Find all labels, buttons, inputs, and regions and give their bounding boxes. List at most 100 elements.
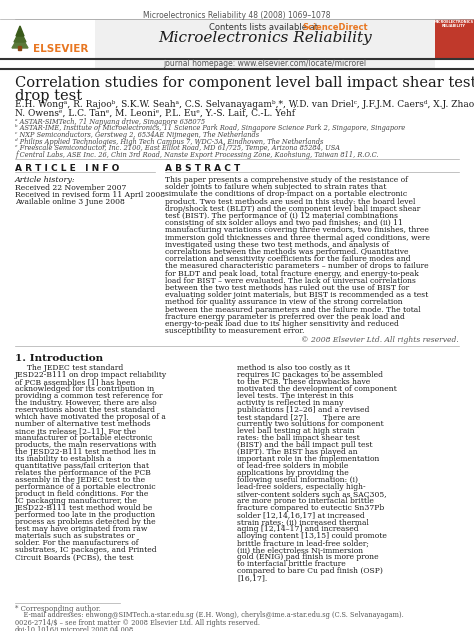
Text: since its release [2–11]. For the: since its release [2–11]. For the — [15, 427, 136, 435]
Text: fracture energy parameter is preferred over the peak load and: fracture energy parameter is preferred o… — [165, 313, 405, 321]
Text: ᵈ Philips Applied Technologies, High Tech Campus 7, WDC-3A, Eindhoven, The Nethe: ᵈ Philips Applied Technologies, High Tec… — [15, 138, 323, 146]
Text: materials such as substrates or: materials such as substrates or — [15, 533, 135, 540]
Text: providing a common test reference for: providing a common test reference for — [15, 392, 163, 401]
Text: © 2008 Elsevier Ltd. All rights reserved.: © 2008 Elsevier Ltd. All rights reserved… — [301, 336, 459, 345]
Text: quantitative pass/fail criterion that: quantitative pass/fail criterion that — [15, 463, 149, 470]
Text: E.H. Wongᵃ, R. Rajooᵇ, S.K.W. Seahᵃ, C.S. Selvanayagamᵇ,*, W.D. van Drielᶜ, J.F.: E.H. Wongᵃ, R. Rajooᵇ, S.K.W. Seahᵃ, C.S… — [15, 100, 474, 109]
Text: aging [12,14–17] and increased: aging [12,14–17] and increased — [237, 526, 359, 533]
Text: ḟ Central Labs, ASE Inc. 26, Chin 3rd Road, Nanste Export Processing Zone, Kaohs: ḟ Central Labs, ASE Inc. 26, Chin 3rd Ro… — [15, 151, 379, 160]
Text: test standard [27].      There are: test standard [27]. There are — [237, 413, 360, 422]
Text: to interfacial brittle fracture: to interfacial brittle fracture — [237, 560, 346, 569]
Text: ᵃ ASTAR-SIMTech, 71 Nanyang drive, Singapore 638075: ᵃ ASTAR-SIMTech, 71 Nanyang drive, Singa… — [15, 118, 205, 126]
Text: investigated using these two test methods, and analysis of: investigated using these two test method… — [165, 241, 389, 249]
Text: manufacturer of portable electronic: manufacturer of portable electronic — [15, 434, 152, 442]
Text: ᶜ NXP Semiconductors, Gerstweg 2, 6534AE Nijmegen, The Netherlands: ᶜ NXP Semiconductors, Gerstweg 2, 6534AE… — [15, 131, 259, 139]
Text: level tests. The interest in this: level tests. The interest in this — [237, 392, 354, 401]
Text: of PCB assemblies [1] has been: of PCB assemblies [1] has been — [15, 379, 136, 386]
Text: products, the main reservations with: products, the main reservations with — [15, 442, 156, 449]
Text: reservations about the test standard: reservations about the test standard — [15, 406, 155, 415]
Text: energy-to-peak load due to its higher sensitivity and reduced: energy-to-peak load due to its higher se… — [165, 320, 399, 328]
Text: currently two solutions for component: currently two solutions for component — [237, 420, 383, 428]
Text: number of alternative test methods: number of alternative test methods — [15, 420, 151, 428]
Text: simulate the conditions of drop-impact on a portable electronic: simulate the conditions of drop-impact o… — [165, 191, 407, 198]
Bar — [95, 59, 435, 69]
Text: ELSEVIER: ELSEVIER — [33, 44, 88, 54]
Text: Correlation studies for component level ball impact shear test and board level: Correlation studies for component level … — [15, 76, 474, 90]
Text: (BIPT). The BIST has played an: (BIPT). The BIST has played an — [237, 449, 357, 456]
Text: correlations between the methods was performed. Quantitative: correlations between the methods was per… — [165, 248, 409, 256]
Text: Received in revised form 11 April 2008: Received in revised form 11 April 2008 — [15, 191, 165, 199]
Text: correlation and sensitivity coefficients for the failure modes and: correlation and sensitivity coefficients… — [165, 255, 410, 263]
Text: susceptibility to measurement error.: susceptibility to measurement error. — [165, 327, 304, 335]
Text: silver-content solders such as SAC305,: silver-content solders such as SAC305, — [237, 490, 387, 498]
Text: manufacturing variations covering three vendors, two finishes, three: manufacturing variations covering three … — [165, 227, 429, 234]
Text: rates: the ball impact shear test: rates: the ball impact shear test — [237, 434, 360, 442]
Text: evaluating solder joint materials, but BIST is recommended as a test: evaluating solder joint materials, but B… — [165, 291, 428, 299]
Text: alloying content [13,15] could promote: alloying content [13,15] could promote — [237, 533, 387, 540]
Polygon shape — [18, 46, 21, 50]
Text: level ball testing at high strain: level ball testing at high strain — [237, 427, 355, 435]
Text: Contents lists available at: Contents lists available at — [209, 23, 321, 32]
Text: load for BIST – were evaluated. The lack of universal correlations: load for BIST – were evaluated. The lack… — [165, 277, 416, 285]
Text: IC packaging manufacturer, the: IC packaging manufacturer, the — [15, 497, 137, 505]
Polygon shape — [12, 34, 28, 48]
Polygon shape — [14, 30, 26, 42]
Text: doi:10.1016/j.microrel.2008.04.008: doi:10.1016/j.microrel.2008.04.008 — [15, 626, 134, 631]
Text: method for quality assurance in view of the strong correlation: method for quality assurance in view of … — [165, 298, 402, 307]
Text: ScienceDirect: ScienceDirect — [302, 23, 368, 32]
Text: assembly in the JEDEC test to the: assembly in the JEDEC test to the — [15, 476, 145, 485]
Text: Microelectronics Reliability 48 (2008) 1069–1078: Microelectronics Reliability 48 (2008) 1… — [143, 11, 331, 20]
Text: Article history:: Article history: — [15, 176, 76, 184]
Text: 0026-2714/$ – see front matter © 2008 Elsevier Ltd. All rights reserved.: 0026-2714/$ – see front matter © 2008 El… — [15, 619, 260, 627]
Text: acknowledged for its contribution in: acknowledged for its contribution in — [15, 386, 154, 393]
Text: requires IC packages to be assembled: requires IC packages to be assembled — [237, 372, 383, 379]
Text: performed too late in the production: performed too late in the production — [15, 511, 155, 519]
Text: solder [12,14,16,17] at increased: solder [12,14,16,17] at increased — [237, 511, 365, 519]
Text: relates the performance of the PCB: relates the performance of the PCB — [15, 469, 151, 478]
Text: the industry. However, there are also: the industry. However, there are also — [15, 399, 156, 408]
Text: of lead-free solders in mobile: of lead-free solders in mobile — [237, 463, 348, 470]
Text: between the two test methods has ruled out the use of BIST for: between the two test methods has ruled o… — [165, 284, 409, 292]
Text: Circuit Boards (PCBs), the test: Circuit Boards (PCBs), the test — [15, 553, 134, 562]
Text: publications [12–26] and a revised: publications [12–26] and a revised — [237, 406, 369, 415]
Text: test (BIST). The performance of (i) 12 material combinations: test (BIST). The performance of (i) 12 m… — [165, 212, 398, 220]
Text: E-mail addresses: ehwong@SIMTech.a-star.edu.sg (E.H. Wong), cheryls@ime.a-star.e: E-mail addresses: ehwong@SIMTech.a-star.… — [15, 611, 404, 619]
Polygon shape — [16, 26, 24, 36]
Text: JESD22-B111 on drop impact reliability: JESD22-B111 on drop impact reliability — [15, 372, 167, 379]
Text: The JEDEC test standard: The JEDEC test standard — [15, 364, 123, 372]
Bar — [0, 19, 95, 59]
Text: 1. Introduction: 1. Introduction — [15, 355, 103, 363]
Text: MICROELECTRONICS: MICROELECTRONICS — [434, 20, 474, 24]
Text: the JESD22-B111 test method lies in: the JESD22-B111 test method lies in — [15, 449, 156, 456]
Bar — [95, 19, 435, 59]
Text: following useful information: (i): following useful information: (i) — [237, 476, 358, 485]
Text: product. Two test methods are used in this study: the board level: product. Two test methods are used in th… — [165, 198, 415, 206]
Text: important role in the implementation: important role in the implementation — [237, 456, 379, 463]
Text: compared to bare Cu pad finish (OSP): compared to bare Cu pad finish (OSP) — [237, 567, 383, 575]
Text: gold (ENIG) pad finish is more prone: gold (ENIG) pad finish is more prone — [237, 553, 379, 562]
Text: brittle fracture in lead-free solder;: brittle fracture in lead-free solder; — [237, 540, 369, 548]
Text: Microelectronics Reliability: Microelectronics Reliability — [158, 31, 372, 45]
Text: method is also too costly as it: method is also too costly as it — [237, 364, 350, 372]
Text: solder joints to failure when subjected to strain rates that: solder joints to failure when subjected … — [165, 183, 386, 191]
Bar — [435, 19, 474, 59]
Text: drop test: drop test — [15, 89, 82, 103]
Text: JESD22-B111 test method would be: JESD22-B111 test method would be — [15, 504, 153, 512]
Text: ᵇ ASTAR-IME, Institute of Microelectronics, 11 Science Park Road, Singapore Scie: ᵇ ASTAR-IME, Institute of Microelectroni… — [15, 124, 405, 133]
Text: [16,17].: [16,17]. — [237, 574, 267, 582]
Text: solder. For the manufacturers of: solder. For the manufacturers of — [15, 540, 138, 548]
Text: consisting of six solder alloys and two pad finishes; and (ii) 11: consisting of six solder alloys and two … — [165, 219, 403, 227]
Text: Available online 3 June 2008: Available online 3 June 2008 — [15, 198, 125, 206]
Text: A R T I C L E   I N F O: A R T I C L E I N F O — [15, 164, 119, 173]
Text: journal homepage: www.elsevier.com/locate/microrel: journal homepage: www.elsevier.com/locat… — [164, 59, 366, 69]
Text: N. Owensᵉ, L.C. Tanᵉ, M. Leoniᵉ, P.L. Euᵉ, Y.-S. Laiḟ, C.-L. Yehḟ: N. Owensᵉ, L.C. Tanᵉ, M. Leoniᵉ, P.L. Eu… — [15, 108, 295, 118]
Text: for BLDT and peak load, total fracture energy, and energy-to-peak: for BLDT and peak load, total fracture e… — [165, 269, 419, 278]
Text: fracture compared to eutectic Sn37Pb: fracture compared to eutectic Sn37Pb — [237, 504, 384, 512]
Text: which have motivated the proposal of a: which have motivated the proposal of a — [15, 413, 166, 422]
Text: product in field conditions. For the: product in field conditions. For the — [15, 490, 148, 498]
Text: motivated the development of component: motivated the development of component — [237, 386, 397, 393]
Text: lead-free solders, especially high-: lead-free solders, especially high- — [237, 483, 365, 492]
Text: are more prone to interfacial brittle: are more prone to interfacial brittle — [237, 497, 374, 505]
Text: (BIST) and the ball impact pull test: (BIST) and the ball impact pull test — [237, 442, 373, 449]
Text: Received 22 November 2007: Received 22 November 2007 — [15, 184, 127, 192]
